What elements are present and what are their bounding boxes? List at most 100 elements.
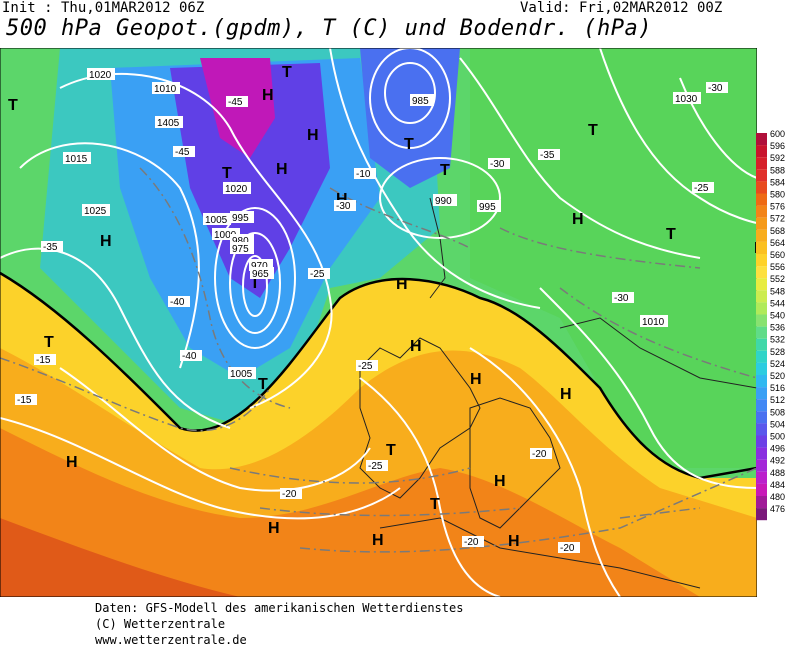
high-marker: H bbox=[572, 211, 584, 228]
legend-swatch bbox=[756, 241, 767, 254]
legend-swatch bbox=[756, 375, 767, 388]
legend-swatch bbox=[756, 181, 767, 194]
high-marker: H bbox=[262, 87, 274, 104]
isotherm-label: -15 bbox=[17, 395, 32, 406]
isobar-label: 1005 bbox=[230, 369, 253, 380]
coastline-scandinavia bbox=[429, 197, 446, 299]
legend-label: 496 bbox=[770, 444, 785, 454]
low-marker: T bbox=[250, 275, 260, 292]
legend-swatch bbox=[756, 423, 767, 436]
legend-label: 600 bbox=[770, 129, 785, 139]
low-marker: T bbox=[8, 97, 18, 114]
isobar-label: 985 bbox=[412, 96, 429, 107]
color-scale-legend: 600 596 592 588 584 580 576 572 568 564 560 556 552 5… bbox=[756, 129, 785, 521]
isobar-label: 1005 bbox=[205, 215, 228, 226]
high-marker: H bbox=[470, 371, 482, 388]
high-marker: H bbox=[66, 454, 78, 471]
label-box: 985 bbox=[410, 94, 434, 107]
isobar-label: 975 bbox=[232, 244, 249, 255]
low-marker: T bbox=[258, 376, 268, 393]
label-box: 1030 bbox=[673, 92, 701, 105]
legend-labels: 600 596 592 588 584 580 576 572 568 564 560 556 552 5… bbox=[770, 129, 785, 514]
isotherm-label: -40 bbox=[170, 297, 185, 308]
high-marker: H bbox=[508, 533, 520, 550]
legend-swatch bbox=[756, 229, 767, 242]
isobar-label: 1010 bbox=[642, 317, 665, 328]
legend-label: 484 bbox=[770, 480, 785, 490]
legend-label: 528 bbox=[770, 347, 785, 357]
isobar-label: 1010 bbox=[154, 84, 177, 95]
isotherm-label: -20 bbox=[464, 537, 479, 548]
legend-swatch bbox=[756, 483, 767, 496]
legend-swatch bbox=[756, 314, 767, 327]
legend-label: 488 bbox=[770, 468, 785, 478]
legend-label: 520 bbox=[770, 371, 785, 381]
legend-swatch bbox=[756, 169, 767, 182]
low-marker: T bbox=[404, 136, 414, 153]
isobar-label: 990 bbox=[435, 196, 452, 207]
legend-swatch bbox=[756, 254, 767, 267]
legend-label: 584 bbox=[770, 177, 785, 187]
legend-swatch bbox=[756, 133, 767, 146]
isobar-label: 1020 bbox=[225, 184, 248, 195]
legend-label: 504 bbox=[770, 419, 785, 429]
isobar-label: 1015 bbox=[65, 154, 88, 165]
map-title: 500 hPa Geopot.(gpdm), T (C) und Bodendr… bbox=[6, 16, 653, 41]
legend-label: 556 bbox=[770, 262, 785, 272]
legend-label: 532 bbox=[770, 335, 785, 345]
high-marker: H bbox=[754, 240, 757, 257]
isotherm-label: -30 bbox=[336, 201, 351, 212]
legend-label: 596 bbox=[770, 141, 785, 151]
blue-core-north bbox=[360, 48, 460, 188]
legend-label: 552 bbox=[770, 274, 785, 284]
coastline-africa bbox=[379, 517, 701, 589]
legend-swatch bbox=[756, 193, 767, 206]
legend-label: 500 bbox=[770, 432, 785, 442]
valid-time: Valid: Fri,02MAR2012 00Z bbox=[520, 0, 723, 16]
legend-label: 592 bbox=[770, 153, 785, 163]
legend-label: 576 bbox=[770, 202, 785, 212]
purple-region bbox=[170, 63, 330, 298]
isotherm-label: -45 bbox=[175, 147, 190, 158]
coastline-east bbox=[559, 317, 757, 389]
label-box: 995 bbox=[477, 200, 501, 213]
legend-swatch bbox=[756, 399, 767, 412]
high-marker: H bbox=[276, 161, 288, 178]
low-marker: T bbox=[386, 442, 396, 459]
legend-label: 560 bbox=[770, 250, 785, 260]
high-marker: H bbox=[396, 276, 408, 293]
label-box: 1020 bbox=[223, 182, 251, 195]
isobar-label: 965 bbox=[252, 269, 269, 280]
label-box: 1405 bbox=[155, 116, 183, 129]
legend-swatch bbox=[756, 387, 767, 400]
isotherm-label: -30 bbox=[708, 83, 723, 94]
magenta-core bbox=[200, 58, 275, 158]
pressure-centers: T H T H H T H H T T T T H T H T H H H T … bbox=[8, 64, 757, 550]
label-box: 975 bbox=[230, 242, 254, 255]
legend-swatch bbox=[756, 447, 767, 460]
credit-website[interactable]: www.wetterzentrale.de bbox=[95, 633, 247, 647]
legend-swatch bbox=[756, 496, 767, 509]
high-marker: H bbox=[268, 520, 280, 537]
isobar-label: 995 bbox=[479, 202, 496, 213]
low-marker: T bbox=[430, 496, 440, 513]
label-box: 995 bbox=[230, 211, 254, 224]
isotherm-label: -25 bbox=[358, 361, 373, 372]
isotherm-label: -25 bbox=[368, 461, 383, 472]
isotherm-label: -35 bbox=[540, 150, 555, 161]
isotherm-label: -20 bbox=[532, 449, 547, 460]
label-box: 965 bbox=[250, 267, 274, 280]
legend-swatch bbox=[756, 145, 767, 158]
legend-label: 516 bbox=[770, 383, 785, 393]
isotherm-label: -20 bbox=[282, 489, 297, 500]
legend-swatch bbox=[756, 435, 767, 448]
red-orange-region bbox=[0, 518, 240, 597]
legend-label: 572 bbox=[770, 214, 785, 224]
credit-copyright: (C) Wetterzentrale bbox=[95, 617, 226, 631]
legend-swatch bbox=[756, 290, 767, 303]
label-box: 1005 bbox=[228, 367, 256, 380]
legend-swatch bbox=[756, 217, 767, 230]
low-marker: T bbox=[44, 334, 54, 351]
legend-swatch bbox=[756, 205, 767, 218]
isotherm-label: -30 bbox=[614, 293, 629, 304]
